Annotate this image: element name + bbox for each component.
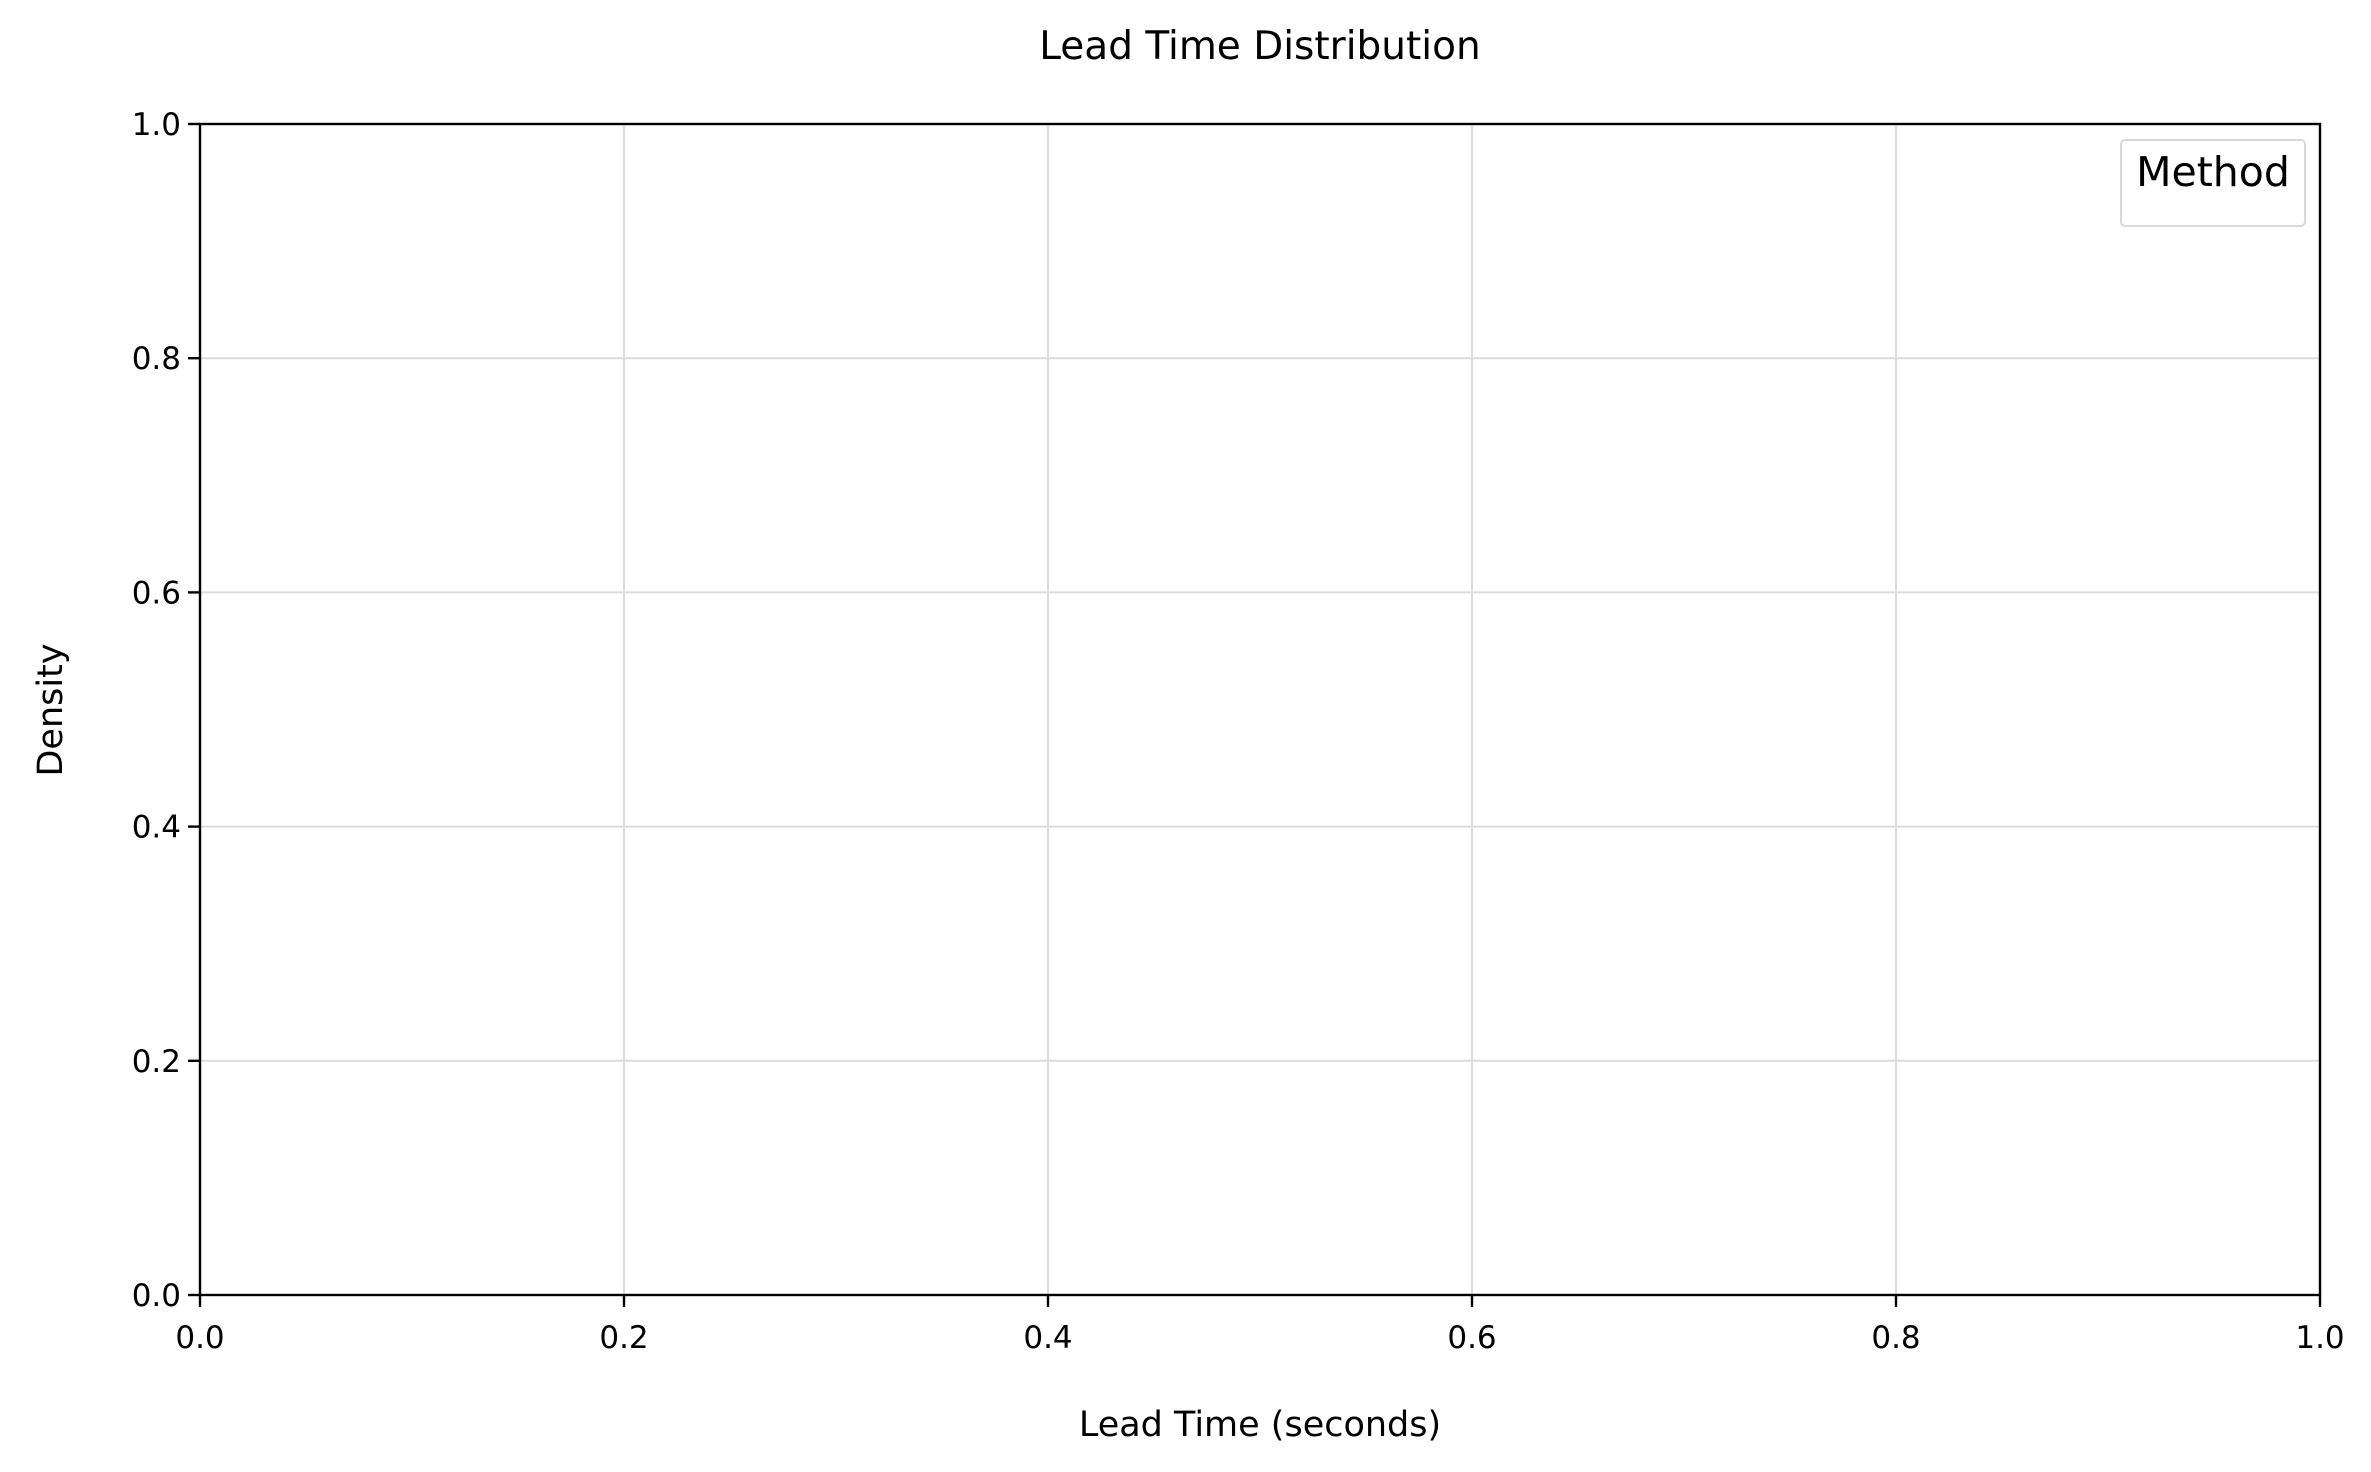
x-axis: 0.0 0.2 0.4 0.6 0.8 1.0 xyxy=(175,1295,2345,1356)
legend-title: Method xyxy=(2136,148,2290,196)
x-tick-label: 0.0 xyxy=(175,1320,224,1356)
y-tick-label: 0.4 xyxy=(132,810,181,846)
x-tick-label: 0.4 xyxy=(1023,1320,1072,1356)
legend: Method xyxy=(2120,139,2306,227)
x-tick-label: 1.0 xyxy=(2295,1320,2344,1356)
y-axis: 0.0 0.2 0.4 0.6 0.8 1.0 xyxy=(132,107,200,1314)
y-tick-label: 0.0 xyxy=(132,1278,181,1314)
legend-frame xyxy=(2120,139,2306,227)
y-tick-label: 0.2 xyxy=(132,1044,181,1080)
x-tick-label: 0.6 xyxy=(1447,1320,1496,1356)
x-tick-label: 0.8 xyxy=(1871,1320,1920,1356)
plot-area-frame xyxy=(198,122,2322,1297)
y-axis-label: Density xyxy=(31,643,71,776)
y-tick-label: 1.0 xyxy=(132,107,181,143)
y-tick-label: 0.6 xyxy=(132,575,181,611)
y-tick-label: 0.8 xyxy=(132,341,181,377)
x-axis-label: Lead Time (seconds) xyxy=(1079,1405,1441,1445)
chart-title: Lead Time Distribution xyxy=(1039,24,1480,69)
x-tick-label: 0.2 xyxy=(599,1320,648,1356)
